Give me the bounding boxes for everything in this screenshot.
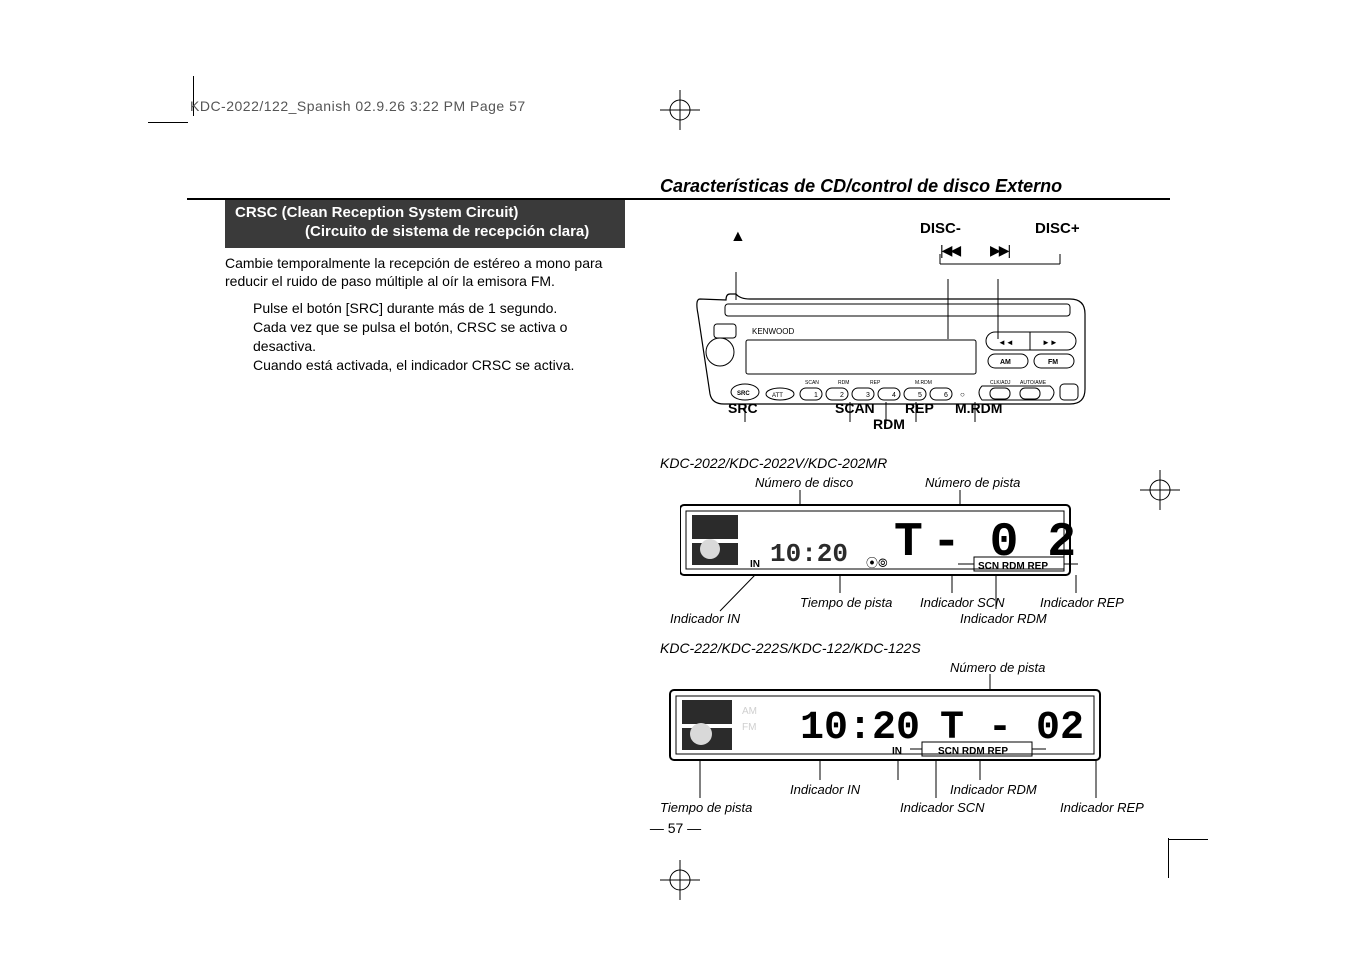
- svg-text:ATT: ATT: [772, 393, 783, 399]
- section-title: Características de CD/control de disco E…: [660, 176, 1062, 197]
- lbl-scn-b: Indicador SCN: [900, 800, 985, 815]
- svg-text:►►: ►►: [1042, 338, 1058, 347]
- seek-prev-icon: |◀◀: [940, 242, 959, 259]
- display-b: Número de pista Tiempo de pista Indicado…: [660, 660, 1150, 815]
- crsc-step-line: Cuando está activada, el indicador CRSC …: [253, 356, 625, 375]
- label-mrdm: M.RDM: [955, 400, 1002, 416]
- crop-mark: [1162, 838, 1169, 878]
- svg-text:SRC: SRC: [737, 391, 750, 397]
- radio-top-labels: DISC- DISC+: [690, 220, 1120, 244]
- svg-text:AUTO/AME: AUTO/AME: [1020, 380, 1047, 386]
- svg-text:2: 2: [840, 392, 844, 399]
- svg-text:FM: FM: [1048, 359, 1058, 366]
- seek-next-icon: ▶▶|: [990, 242, 1009, 259]
- print-header: KDC-2022/122_Spanish 02.9.26 3:22 PM Pag…: [190, 98, 526, 114]
- label-disc-minus: DISC-: [920, 220, 961, 237]
- radio-faceplate-svg: KENWOOD SCAN RDM REP M.RDM CLK/ADJ AUTO/…: [690, 244, 1120, 424]
- label-disc-plus: DISC+: [1035, 220, 1080, 237]
- models-a: KDC-2022/KDC-2022V/KDC-202MR: [660, 455, 887, 471]
- svg-text:T: T: [894, 516, 923, 570]
- crop-mark: [148, 116, 188, 123]
- page: KDC-2022/122_Spanish 02.9.26 3:22 PM Pag…: [0, 0, 1351, 954]
- crsc-step: Pulse el botón [SRC] durante más de 1 se…: [253, 299, 625, 375]
- svg-text:4: 4: [892, 392, 896, 399]
- svg-text:SCN RDM REP: SCN RDM REP: [978, 561, 1048, 572]
- display-a: Número de disco Número de pista Tiempo d…: [680, 475, 1130, 630]
- crsc-heading-box: CRSC (Clean Reception System Circuit) (C…: [225, 200, 625, 248]
- crsc-heading-line2: (Circuito de sistema de recepción clara): [235, 223, 615, 242]
- svg-text:3: 3: [866, 392, 870, 399]
- svg-text:SCAN: SCAN: [805, 380, 819, 386]
- svg-text:IN: IN: [892, 746, 902, 757]
- lbl-in: Indicador IN: [670, 611, 740, 626]
- svg-text:FM: FM: [742, 722, 756, 733]
- lbl-rep-b: Indicador REP: [1060, 800, 1144, 815]
- page-number: — 57 —: [0, 820, 1351, 836]
- lbl-rep: Indicador REP: [1040, 595, 1124, 610]
- registration-mark-icon: [1140, 470, 1180, 515]
- svg-text:REP: REP: [870, 380, 881, 386]
- lbl-num-pista: Número de pista: [925, 475, 1020, 490]
- left-column: CRSC (Clean Reception System Circuit) (C…: [225, 200, 625, 375]
- label-rdm: RDM: [873, 416, 905, 432]
- models-b: KDC-222/KDC-222S/KDC-122/KDC-122S: [660, 640, 921, 656]
- eject-icon: ▲: [730, 228, 746, 246]
- display-b-svg: AM FM 10:20 T - 02 IN SCN RDM REP: [660, 660, 1160, 810]
- svg-text:5: 5: [918, 392, 922, 399]
- svg-text:6: 6: [944, 392, 948, 399]
- lbl-in-b: Indicador IN: [790, 782, 860, 797]
- label-rep: REP: [905, 400, 934, 416]
- svg-text:SCN RDM REP: SCN RDM REP: [938, 746, 1008, 757]
- svg-text:◄◄: ◄◄: [998, 338, 1014, 347]
- lbl-rdm-b: Indicador RDM: [950, 782, 1037, 797]
- crsc-heading-line1: CRSC (Clean Reception System Circuit): [235, 204, 615, 223]
- crsc-paragraph: Cambie temporalmente la recepción de est…: [225, 254, 625, 292]
- svg-text:AM: AM: [1000, 359, 1011, 366]
- registration-mark-icon: [660, 860, 700, 905]
- svg-text:M.RDM: M.RDM: [915, 380, 932, 386]
- radio-diagram: DISC- DISC+ ▲ |◀◀ ▶▶| KENWOOD SCA: [690, 220, 1120, 424]
- lbl-num-pista-b: Número de pista: [950, 660, 1045, 675]
- lbl-rdm: Indicador RDM: [960, 611, 1047, 626]
- label-src: SRC: [728, 400, 758, 416]
- svg-text:T - 02: T - 02: [940, 706, 1084, 751]
- brand-text: KENWOOD: [752, 327, 794, 336]
- svg-text:10:20: 10:20: [800, 706, 920, 751]
- crsc-step-line: Cada vez que se pulsa el botón, CRSC se …: [253, 318, 625, 356]
- crsc-step-bold: Pulse el botón [SRC] durante más de 1 se…: [253, 299, 625, 318]
- lbl-scn: Indicador SCN: [920, 595, 1005, 610]
- registration-mark-icon: [660, 90, 700, 135]
- svg-text:AM: AM: [742, 706, 757, 717]
- lbl-tiempo-b: Tiempo de pista: [660, 800, 752, 815]
- svg-text:IN: IN: [750, 559, 760, 570]
- svg-text:CLK/ADJ: CLK/ADJ: [990, 380, 1011, 386]
- lbl-num-disco: Número de disco: [755, 475, 853, 490]
- lbl-tiempo: Tiempo de pista: [800, 595, 892, 610]
- svg-text:○: ○: [960, 390, 965, 399]
- label-scan: SCAN: [835, 400, 875, 416]
- svg-text:RDM: RDM: [838, 380, 849, 386]
- svg-text:⦿⦾: ⦿⦾: [866, 556, 888, 570]
- svg-text:1: 1: [814, 392, 818, 399]
- svg-text:10:20: 10:20: [770, 539, 848, 569]
